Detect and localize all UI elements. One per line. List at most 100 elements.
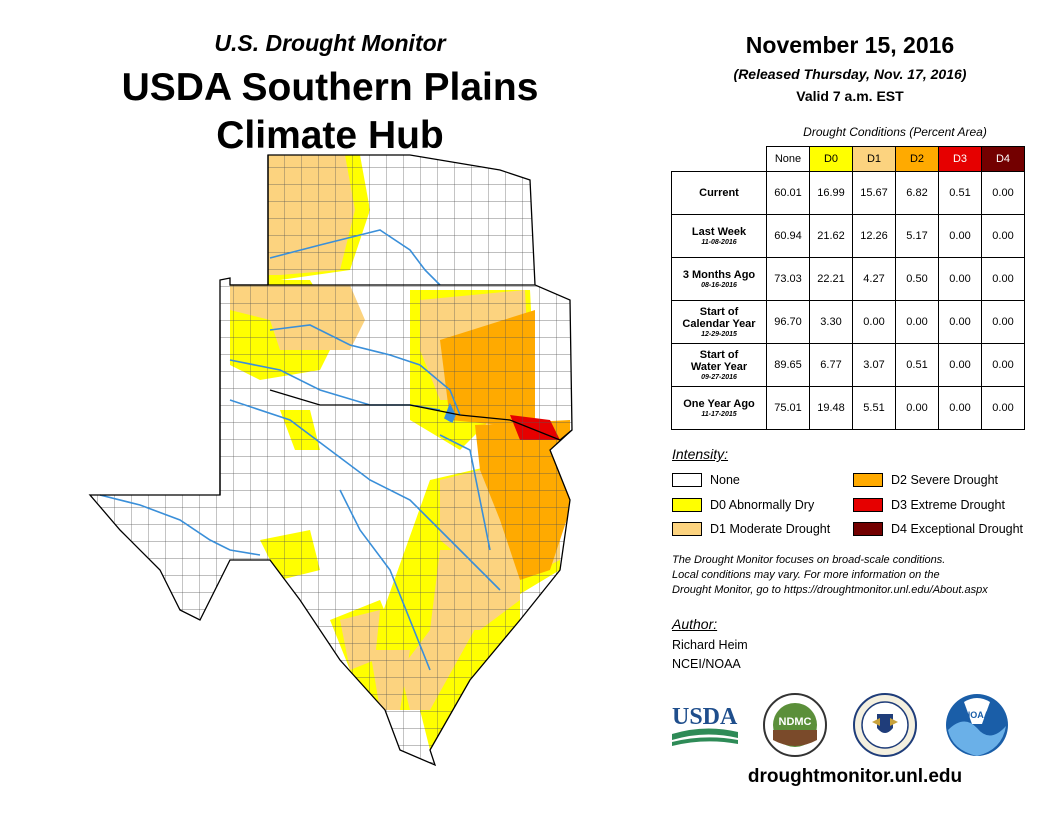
row-label-text: Last Week bbox=[691, 225, 747, 238]
table-cell: 19.48 bbox=[809, 386, 853, 430]
row-label-text: Start of bbox=[699, 348, 739, 361]
author-name: Richard Heim bbox=[672, 638, 748, 652]
disclaimer-note: The Drought Monitor focuses on broad-sca… bbox=[672, 553, 1042, 598]
col-header-none: None bbox=[766, 146, 810, 172]
table-row: 3 Months Ago 08-16-2016 73.03 22.21 4.27 … bbox=[671, 257, 1025, 301]
table-cell: 4.27 bbox=[852, 257, 896, 301]
table-cell: 16.99 bbox=[809, 171, 853, 215]
row-label: Start of Water Year 09-27-2016 bbox=[671, 343, 767, 387]
subtitle: U.S. Drought Monitor bbox=[214, 30, 446, 56]
table-cell: 0.00 bbox=[981, 214, 1025, 258]
table-cell: 0.00 bbox=[981, 300, 1025, 344]
row-label: 3 Months Ago 08-16-2016 bbox=[671, 257, 767, 301]
svg-text:NOAA: NOAA bbox=[964, 710, 991, 720]
table-cell: 0.00 bbox=[895, 386, 939, 430]
table-row: Last Week 11-08-2016 60.94 21.62 12.26 5.… bbox=[671, 214, 1025, 258]
table-cell: 5.17 bbox=[895, 214, 939, 258]
legend-item-d3: D3 Extreme Drought bbox=[853, 497, 1005, 513]
table-row: Start of Water Year 09-27-2016 89.65 6.77 … bbox=[671, 343, 1025, 387]
row-label-text: Current bbox=[699, 187, 739, 199]
table-cell: 5.51 bbox=[852, 386, 896, 430]
table-cell: 89.65 bbox=[766, 343, 810, 387]
table-cell: 6.82 bbox=[895, 171, 939, 215]
row-date: 12-29-2015 bbox=[701, 330, 737, 338]
drought-map bbox=[88, 154, 573, 767]
table-cell: 73.03 bbox=[766, 257, 810, 301]
commerce-seal-logo bbox=[853, 693, 917, 757]
row-label-text-2: Calendar Year bbox=[682, 317, 756, 330]
legend-label: None bbox=[710, 473, 740, 487]
legend-item-d1: D1 Moderate Drought bbox=[672, 521, 830, 537]
svg-text:USDA: USDA bbox=[672, 704, 738, 730]
table-cell: 0.00 bbox=[981, 257, 1025, 301]
valid-time: Valid 7 a.m. EST bbox=[796, 88, 904, 104]
col-header-d4: D4 bbox=[981, 146, 1025, 172]
col-header-d1: D1 bbox=[852, 146, 896, 172]
rivers bbox=[99, 229, 501, 671]
row-date: 11-17-2015 bbox=[701, 410, 737, 418]
table-cell: 60.94 bbox=[766, 214, 810, 258]
legend-item-d4: D4 Exceptional Drought bbox=[853, 521, 1023, 537]
table-cell: 0.00 bbox=[938, 300, 982, 344]
state-outlines bbox=[88, 154, 573, 767]
legend-item-d0: D0 Abnormally Dry bbox=[672, 497, 814, 513]
col-header-d2: D2 bbox=[895, 146, 939, 172]
table-cell: 0.00 bbox=[981, 171, 1025, 215]
legend-swatch bbox=[853, 498, 883, 512]
row-label: Current bbox=[671, 171, 767, 215]
legend-label: D1 Moderate Drought bbox=[710, 522, 831, 536]
table-row: One Year Ago 11-17-2015 75.01 19.48 5.51 … bbox=[671, 386, 1025, 430]
page-title-line2: Climate Hub bbox=[216, 114, 444, 157]
table-cell: 0.00 bbox=[938, 214, 982, 258]
note-line: The Drought Monitor focuses on broad-sca… bbox=[672, 554, 946, 566]
legend-swatch bbox=[672, 473, 702, 487]
legend-label: D3 Extreme Drought bbox=[891, 498, 1005, 512]
note-line: Local conditions may vary. For more info… bbox=[672, 569, 940, 581]
table-cell: 0.51 bbox=[938, 171, 982, 215]
legend-swatch bbox=[672, 498, 702, 512]
row-label-text: Start of bbox=[699, 305, 739, 318]
svg-text:NDMC: NDMC bbox=[779, 716, 812, 728]
footer-url[interactable]: droughtmonitor.unl.edu bbox=[747, 766, 963, 787]
ndmc-logo: NDMC bbox=[763, 693, 827, 757]
table-cell: 0.00 bbox=[938, 257, 982, 301]
table-corner bbox=[672, 147, 767, 172]
legend-swatch bbox=[672, 522, 702, 536]
legend-item-d2: D2 Severe Drought bbox=[853, 472, 998, 488]
table-row: Current 60.01 16.99 15.67 6.82 0.51 0.00 bbox=[671, 171, 1025, 215]
author-org: NCEI/NOAA bbox=[672, 657, 741, 671]
table-row: Start of Calendar Year 12-29-2015 96.70 3.… bbox=[671, 300, 1025, 344]
row-label: One Year Ago 11-17-2015 bbox=[671, 386, 767, 430]
table-cell: 0.51 bbox=[895, 343, 939, 387]
table-cell: 0.50 bbox=[895, 257, 939, 301]
legend-swatch bbox=[853, 522, 883, 536]
row-label-text: One Year Ago bbox=[683, 397, 755, 410]
release-date: (Released Thursday, Nov. 17, 2016) bbox=[733, 66, 967, 82]
row-label-text: 3 Months Ago bbox=[682, 268, 756, 281]
legend-swatch bbox=[853, 473, 883, 487]
table-header-row: None D0 D1 D2 D3 D4 bbox=[672, 146, 1025, 172]
table-cell: 0.00 bbox=[938, 343, 982, 387]
col-header-d3: D3 bbox=[938, 146, 982, 172]
table-cell: 3.30 bbox=[809, 300, 853, 344]
page-title-line1: USDA Southern Plains bbox=[121, 66, 539, 109]
table-caption: Drought Conditions (Percent Area) bbox=[803, 125, 987, 139]
table-cell: 0.00 bbox=[895, 300, 939, 344]
legend-title: Intensity: bbox=[672, 446, 729, 462]
col-header-d0: D0 bbox=[809, 146, 853, 172]
table-cell: 0.00 bbox=[938, 386, 982, 430]
drought-conditions-table: None D0 D1 D2 D3 D4 Current 60.01 16.99 … bbox=[671, 146, 1025, 430]
note-line: Drought Monitor, go to https://droughtmo… bbox=[672, 584, 988, 596]
legend-item-none: None bbox=[672, 472, 740, 488]
row-date: 11-08-2016 bbox=[701, 238, 737, 246]
row-date: 09-27-2016 bbox=[701, 373, 737, 381]
table-cell: 0.00 bbox=[981, 386, 1025, 430]
noaa-logo: NOAA bbox=[946, 694, 1008, 756]
table-cell: 0.00 bbox=[852, 300, 896, 344]
table-cell: 12.26 bbox=[852, 214, 896, 258]
table-cell: 21.62 bbox=[809, 214, 853, 258]
table-cell: 60.01 bbox=[766, 171, 810, 215]
table-cell: 75.01 bbox=[766, 386, 810, 430]
row-label: Last Week 11-08-2016 bbox=[671, 214, 767, 258]
usda-logo: USDA bbox=[672, 704, 738, 746]
